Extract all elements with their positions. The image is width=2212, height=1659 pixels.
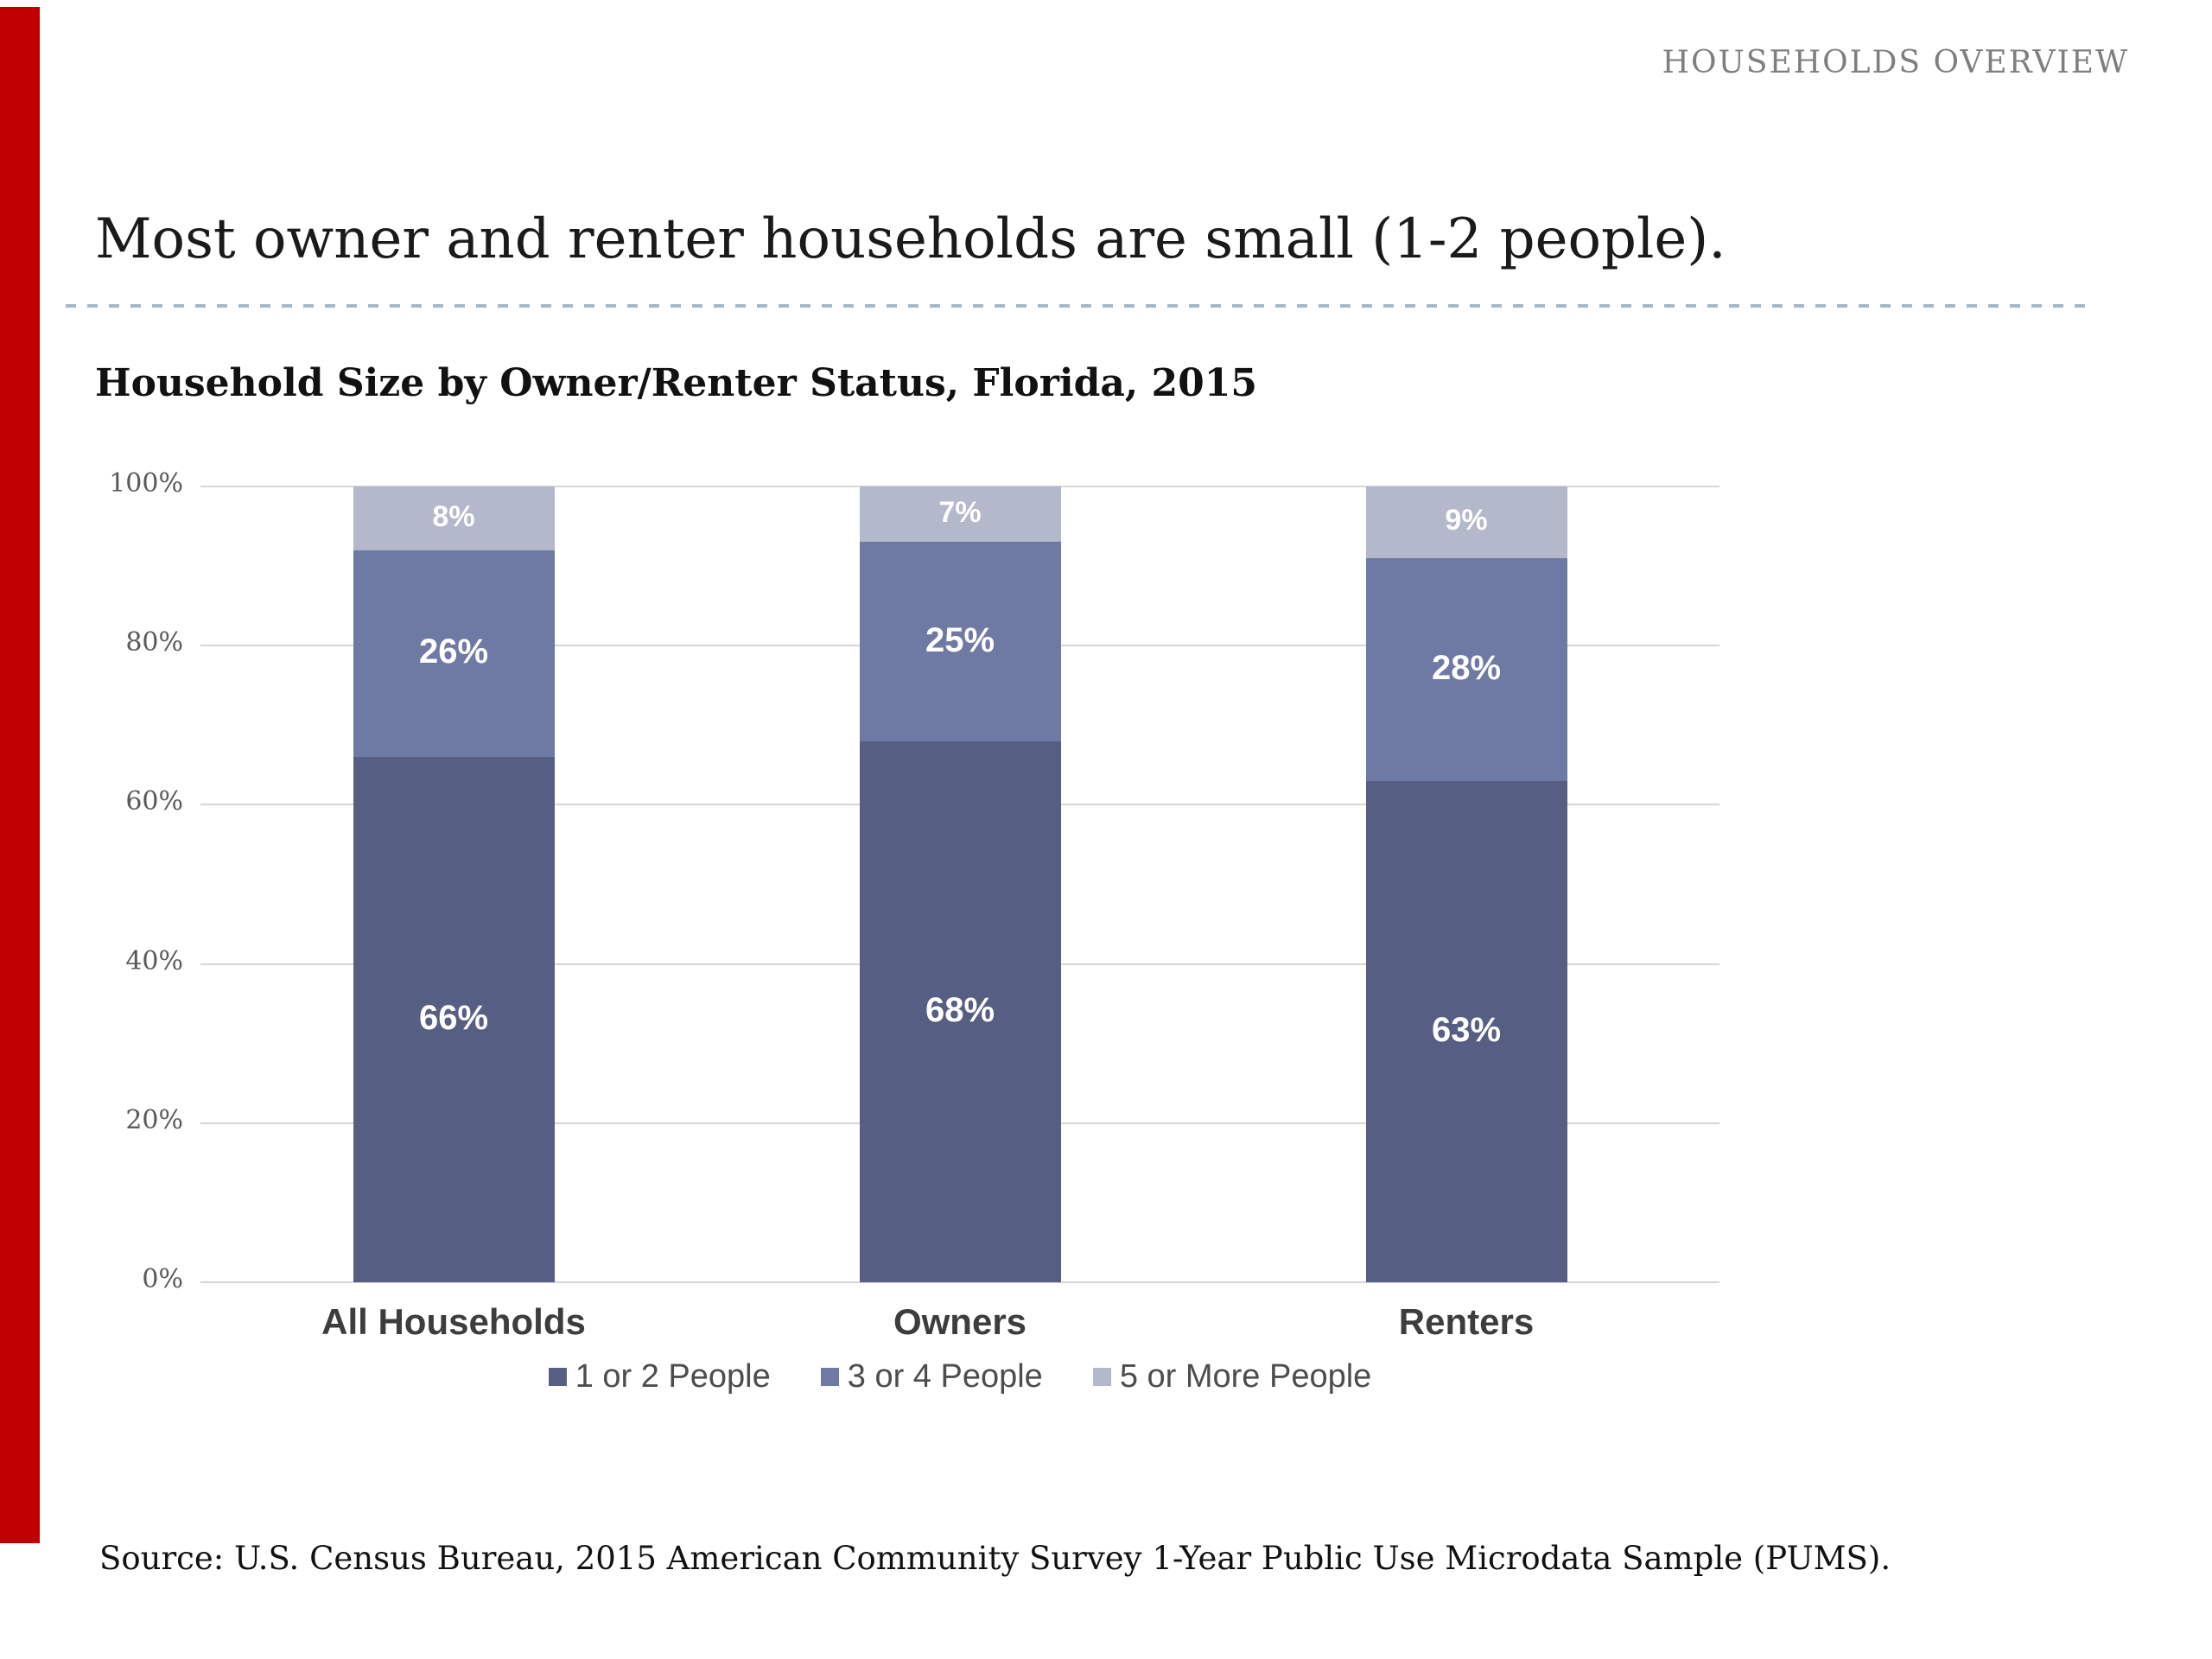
y-axis-tick-60%: 60% — [125, 786, 183, 817]
bar-segment-owners-1-or-2-people: 68% — [859, 741, 1061, 1282]
legend-item-3-or-4-people: 3 or 4 People — [820, 1357, 1043, 1395]
legend-label: 5 or More People — [1119, 1357, 1372, 1395]
legend-label: 3 or 4 People — [847, 1357, 1043, 1395]
legend-item-1-or-2-people: 1 or 2 People — [548, 1357, 771, 1395]
data-label: 66% — [418, 999, 489, 1038]
bar-segment-owners-3-or-4-people: 25% — [859, 542, 1061, 741]
legend-swatch-icon — [820, 1367, 839, 1386]
data-label: 68% — [925, 990, 995, 1029]
bar-segment-all-households-5-or-more-people: 8% — [353, 486, 555, 550]
slide-section-header: HOUSEHOLDS OVERVIEW — [1662, 45, 2129, 80]
y-axis-tick-0%: 0% — [142, 1264, 183, 1294]
bar-segment-renters-3-or-4-people: 28% — [1365, 557, 1567, 781]
gridline-40% — [200, 963, 1719, 965]
legend-swatch-icon — [548, 1367, 567, 1386]
legend-swatch-icon — [1092, 1367, 1111, 1386]
legend-label: 1 or 2 People — [575, 1357, 771, 1395]
red-accent-bar — [0, 7, 40, 1543]
data-label: 63% — [1431, 1010, 1502, 1049]
chart-legend: 1 or 2 People 3 or 4 People 5 or More Peop… — [200, 1355, 1719, 1398]
gridline-80% — [200, 645, 1719, 647]
y-axis-tick-100%: 100% — [109, 468, 183, 499]
gridline-20% — [200, 1122, 1719, 1124]
y-axis-tick-20%: 20% — [125, 1104, 183, 1135]
data-label: 28% — [1431, 648, 1502, 687]
chart-title: Household Size by Owner/Renter Status, F… — [95, 361, 1257, 405]
gridline-100% — [200, 486, 1719, 487]
category-label-owners: Owners — [893, 1301, 1027, 1342]
bar-segment-all-households-3-or-4-people: 26% — [353, 550, 555, 758]
slide-title: Most owner and renter households are sma… — [95, 207, 1726, 271]
bar-segment-all-households-1-or-2-people: 66% — [353, 757, 555, 1282]
category-label-renters: Renters — [1398, 1301, 1535, 1342]
category-label-all-households: All Households — [321, 1301, 586, 1342]
data-label: 7% — [938, 496, 982, 530]
bar-segment-owners-5-or-more-people: 7% — [859, 486, 1061, 543]
dashed-separator — [66, 304, 2088, 308]
y-axis-tick-80%: 80% — [125, 627, 183, 658]
data-label: 25% — [925, 620, 995, 659]
data-label: 26% — [418, 632, 489, 671]
bar-segment-renters-5-or-more-people: 9% — [1365, 486, 1567, 558]
bar-segment-renters-1-or-2-people: 63% — [1365, 780, 1567, 1282]
gridline-60% — [200, 804, 1719, 806]
data-label: 8% — [432, 499, 475, 533]
source-note: Source: U.S. Census Bureau, 2015 America… — [99, 1540, 1891, 1577]
y-axis-tick-40%: 40% — [125, 945, 183, 976]
legend-item-5-or-more-people: 5 or More People — [1092, 1357, 1372, 1395]
gridline-0% — [200, 1281, 1719, 1283]
data-label: 9% — [1445, 504, 1488, 537]
